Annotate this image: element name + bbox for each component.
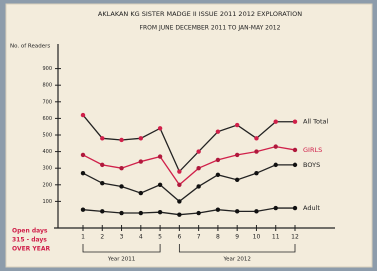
point	[100, 163, 104, 167]
y-tick-label: 700	[42, 99, 52, 105]
y-tick-label: 800	[42, 83, 52, 89]
point	[158, 126, 162, 130]
point	[177, 212, 181, 216]
point	[100, 136, 104, 140]
point	[274, 144, 278, 148]
point	[119, 166, 123, 170]
point	[177, 199, 181, 203]
point	[119, 184, 123, 188]
point	[158, 210, 162, 214]
point	[119, 211, 123, 215]
x-tick-label: 12	[291, 234, 299, 241]
point	[139, 191, 143, 195]
x-tick-label: 8	[216, 234, 220, 241]
point	[81, 153, 85, 157]
point	[81, 113, 85, 117]
point	[235, 153, 239, 157]
point	[139, 136, 143, 140]
y-tick-label: 200	[42, 182, 52, 188]
point	[196, 211, 200, 215]
annotation: Open days	[12, 228, 48, 235]
x-tick-label: 2	[100, 234, 104, 241]
x-tick-label: 3	[120, 234, 124, 241]
chart-subtitle: FROM JUNE DECEMBER 2011 TO JAN-MAY 2012	[140, 25, 281, 32]
point	[254, 136, 258, 140]
point	[100, 209, 104, 213]
x-tick-label: 5	[158, 234, 162, 241]
annotation: OVER YEAR	[12, 246, 50, 253]
point	[139, 159, 143, 163]
chart-title: AKLAKAN KG SISTER MADGE II ISSUE 2011 20…	[98, 10, 302, 18]
x-tick-label: 7	[197, 234, 201, 241]
x-tick-label: 10	[253, 234, 261, 241]
series-label: Adult	[303, 204, 320, 212]
y-tick-label: 100	[42, 199, 52, 205]
series-label: BOYS	[303, 161, 320, 169]
chart: AKLAKAN KG SISTER MADGE II ISSUE 2011 20…	[0, 0, 377, 271]
y-tick-label: 600	[42, 116, 52, 122]
point	[254, 209, 258, 213]
y-tick-label: 500	[42, 133, 52, 139]
point	[158, 154, 162, 158]
point	[119, 138, 123, 142]
point	[216, 208, 220, 212]
point	[254, 171, 258, 175]
y-tick-label: 400	[42, 149, 52, 155]
point	[235, 123, 239, 127]
point	[293, 148, 297, 152]
x-tick-label: 1	[81, 234, 85, 241]
group-label: Year 2011	[107, 257, 135, 263]
series-label: All Total	[303, 118, 328, 126]
point	[196, 149, 200, 153]
x-tick-label: 11	[272, 234, 280, 241]
y-tick-label: 900	[42, 66, 52, 72]
point	[81, 208, 85, 212]
point	[100, 181, 104, 185]
point	[216, 158, 220, 162]
point	[196, 166, 200, 170]
point	[158, 183, 162, 187]
x-tick-label: 6	[177, 234, 181, 241]
point	[293, 206, 297, 210]
point	[216, 173, 220, 177]
series-label: GIRLS	[303, 146, 322, 154]
point	[274, 163, 278, 167]
point	[235, 178, 239, 182]
point	[235, 209, 239, 213]
group-label: Year 2012	[222, 257, 250, 263]
point	[216, 129, 220, 133]
x-tick-label: 9	[235, 234, 239, 241]
annotation: 315 - days	[12, 237, 47, 244]
y-tick-label: 300	[42, 166, 52, 172]
point	[254, 149, 258, 153]
point	[177, 169, 181, 173]
point	[196, 184, 200, 188]
point	[293, 120, 297, 124]
y-axis-label: No. of Readers	[10, 44, 50, 50]
point	[177, 183, 181, 187]
point	[139, 211, 143, 215]
point	[81, 171, 85, 175]
point	[274, 206, 278, 210]
point	[293, 163, 297, 167]
x-tick-label: 4	[139, 234, 143, 241]
point	[274, 120, 278, 124]
